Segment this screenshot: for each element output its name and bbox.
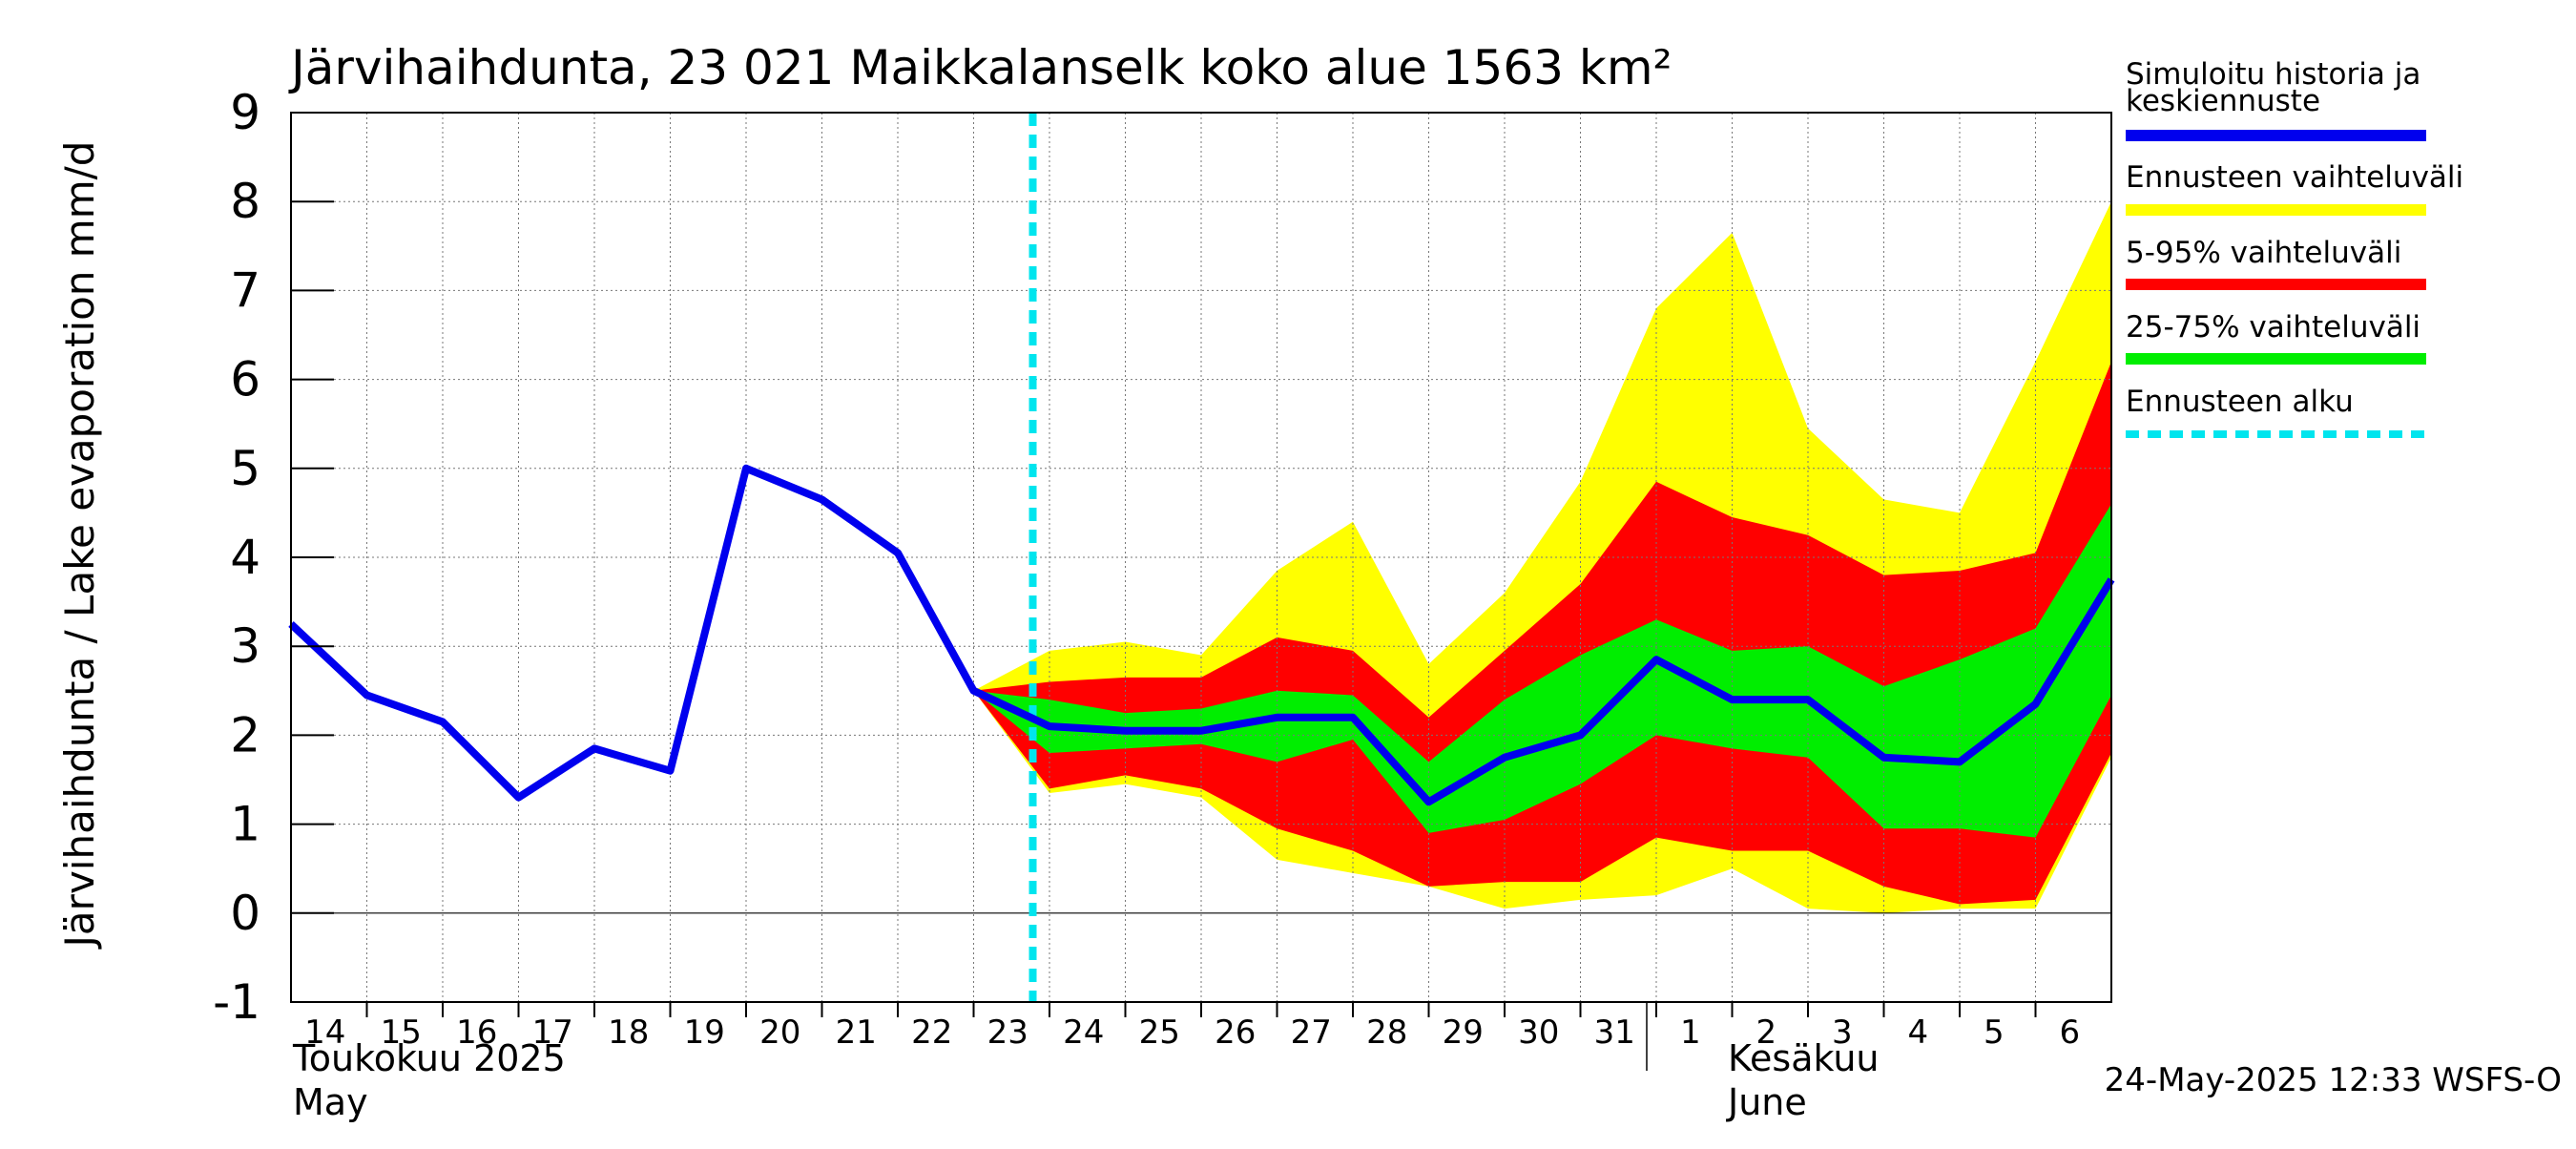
x-tick-label: 24 [1063,1013,1104,1052]
data-lines [288,113,2115,1002]
chart-title: Järvihaihdunta, 23 021 Maikkalanselk kok… [288,40,1672,95]
x-tick-label: 23 [987,1013,1028,1052]
y-tick-label: 6 [230,352,260,407]
x-tick-label: 20 [759,1013,800,1052]
x-tick-label: 31 [1594,1013,1635,1052]
y-tick-label: 0 [230,886,260,941]
x-tick-label: 30 [1518,1013,1559,1052]
legend-label: Ennusteen vaihteluväli [2126,160,2463,195]
x-tick-label: 2 [1755,1013,1776,1052]
x-tick-label: 29 [1443,1013,1484,1052]
legend-label: 25-75% vaihteluväli [2126,310,2420,345]
x-tick-label: 16 [456,1013,497,1052]
x-tick-label: 3 [1832,1013,1853,1052]
band-2 [973,504,2111,838]
x-tick-label: 6 [2059,1013,2080,1052]
simulated-history-line [288,464,2115,806]
legend-label: Ennusteen alku [2126,385,2354,419]
y-tick-label: 1 [230,797,260,852]
x-tick-label: 25 [1139,1013,1180,1052]
y-tick-label: 3 [230,618,260,674]
x-tick-label: 22 [911,1013,952,1052]
x-tick-label: 26 [1215,1013,1256,1052]
y-tick-label: 2 [230,707,260,763]
x-tick-label: 18 [608,1013,649,1052]
legend-label: Simuloitu historia ja [2126,57,2420,92]
x-tick-label: 19 [684,1013,725,1052]
y-tick-label: 4 [230,530,260,585]
month-label-en: June [1726,1081,1807,1123]
legend-label: 5-95% vaihteluväli [2126,236,2401,270]
month-label-fi: Toukokuu 2025 [292,1037,566,1079]
x-tick-label: 27 [1291,1013,1332,1052]
x-tick-label: 1 [1680,1013,1701,1052]
y-tick-label: 5 [230,441,260,496]
x-tick-label: 28 [1366,1013,1407,1052]
y-tick-label: 7 [230,262,260,318]
footer-timestamp: 24-May-2025 12:33 WSFS-O [2105,1061,2562,1099]
y-axis-label: Järvihaihdunta / Lake evaporation mm/d [56,141,103,951]
x-tick-label: 21 [836,1013,877,1052]
month-label-fi: Kesäkuu [1728,1037,1880,1079]
x-tick-label: 5 [1984,1013,2005,1052]
month-label-en: May [293,1081,368,1123]
x-tick-label: 4 [1907,1013,1928,1052]
x-tick-label: 15 [381,1013,422,1052]
y-tick-label: 9 [230,85,260,140]
x-tick-label: 14 [304,1013,345,1052]
legend-label: keskiennuste [2126,84,2320,118]
y-tick-label: 8 [230,174,260,229]
y-tick-label: -1 [213,974,260,1030]
x-tick-label: 17 [532,1013,573,1052]
